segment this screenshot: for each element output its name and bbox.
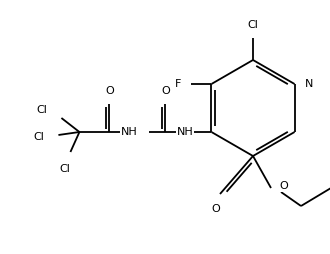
Text: Cl: Cl [34,132,45,142]
Text: Cl: Cl [59,164,70,174]
Text: F: F [175,79,182,89]
Text: Cl: Cl [248,20,258,30]
Text: NH: NH [121,127,137,137]
Text: N: N [305,79,313,89]
Text: O: O [161,86,170,96]
Text: O: O [279,181,288,191]
Text: O: O [212,204,220,214]
Text: NH: NH [177,127,193,137]
Text: Cl: Cl [37,105,48,115]
Text: O: O [105,86,114,96]
